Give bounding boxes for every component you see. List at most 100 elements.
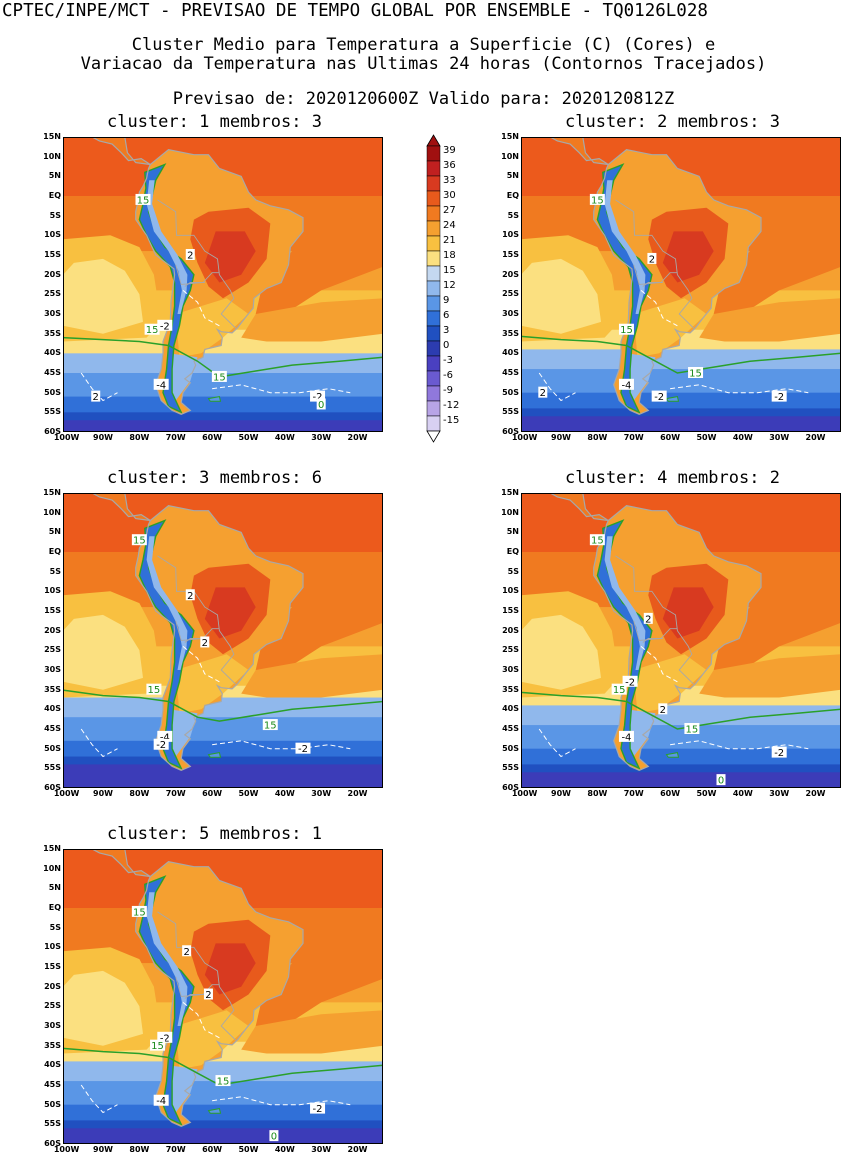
svg-text:-2: -2 [160,321,170,332]
atlantic-mid-region [699,298,841,342]
svg-text:15: 15 [591,195,604,206]
lat-tick-label: 10S [44,586,61,596]
contour-label: 15 [146,683,162,696]
lat-tick-label: 35S [502,328,519,338]
temp-band-9 [63,764,383,788]
temp-band-8 [521,408,841,417]
lat-tick-label: 15S [44,606,61,615]
lat-tick-label: 15N [501,132,519,141]
colorbar-label: 24 [443,220,456,231]
temperature-map: 15 2 -2 15 2 15 -4 -2 0 [521,493,841,788]
lat-tick-label: 30S [44,665,61,674]
contour-label: 2 [91,390,101,403]
lon-tick-label: 30W [769,433,790,442]
pacific-cool-pool [63,970,143,1046]
andes-plateau [604,536,646,670]
colorbar-label: 9 [443,295,450,306]
country-border-0 [157,911,237,1041]
lat-tick-label: 60S [44,427,61,436]
lat-tick-label: 35S [44,1040,61,1050]
lon-tick-label: 80W [587,789,608,798]
lat-tick-label: 50S [502,387,519,397]
lon-tick-label: 90W [551,433,571,442]
lon-tick-label: 50W [696,433,717,442]
svg-text:0: 0 [318,400,324,411]
lon-tick-label: 60W [660,789,681,798]
lon-tick-label: 70W [165,789,186,798]
contour-label: -4 [618,730,634,743]
temp-band-5 [63,697,383,718]
colorbar-segment [426,370,441,387]
lon-tick-label: 90W [93,1145,113,1154]
contour-label: 2 [182,945,192,958]
lat-tick-label: 15N [43,132,61,141]
temperature-map: 15 2 2 15 15 -4 -2 -2 [63,493,383,788]
svg-text:15: 15 [213,372,226,383]
svg-text:-2: -2 [625,677,635,688]
lat-tick-label: 5N [48,171,61,181]
lat-tick-label: 20S [502,269,519,279]
falkland-islands [207,396,222,402]
lat-tick-label: EQ [48,903,61,912]
central-america-coast [549,137,609,166]
pacific-cool-pool [521,614,601,690]
country-border-0 [615,199,695,329]
atlantic-warm-region [713,571,841,670]
colorbar-label: 6 [443,310,450,321]
lat-tick-label: 10N [501,151,519,161]
lat-tick-label: 5S [49,922,61,932]
svg-text:15: 15 [620,325,633,336]
lat-tick-label: 10S [502,230,519,240]
temp-change-contour-0 [538,372,576,402]
temp-band-9 [521,416,841,432]
lat-tick-label: 10N [43,151,61,161]
contour-label: -2 [771,390,787,403]
contour-label: -2 [651,390,667,403]
lat-tick-label: 45S [502,724,519,733]
svg-text:2: 2 [660,705,666,716]
colorbar-segment [426,355,441,372]
temp-band-8 [63,412,383,421]
contour-label: -2 [157,1031,173,1044]
lon-tick-label: 60W [660,433,681,442]
colorbar-segment [426,205,441,222]
panel-title: cluster: 1 membros: 3 [107,112,322,132]
lat-tick-label: 10N [43,507,61,517]
central-america-coast [91,849,151,878]
lat-tick-label: 5N [48,883,61,893]
lon-tick-label: 50W [238,789,259,798]
central-america-coast [549,493,609,522]
temp-band-7 [63,396,383,413]
contour-label: 0 [716,774,726,787]
contour-label: 15 [150,1039,166,1052]
andes-plateau [604,180,646,314]
lat-tick-label: 15N [43,844,61,853]
contour-label: -4 [153,1094,169,1107]
contour-label: 15 [131,905,147,918]
svg-text:-4: -4 [156,380,166,391]
country-border-2 [184,282,205,287]
central-america-land [550,493,609,521]
temp-band-7 [521,392,841,409]
colorbar-segment [426,385,441,402]
colorbar-label: 21 [443,235,456,246]
pacific-cool-pool [63,614,143,690]
colorbar-segment [426,190,441,207]
lon-tick-label: 40W [274,789,295,798]
central-america-land [550,137,609,165]
brazil-hot-region [662,587,714,639]
contour-15c [63,689,383,722]
central-america-land [92,849,151,877]
falkland-islands [665,752,680,758]
lon-tick-label: 80W [129,1145,150,1154]
lat-tick-label: 30S [502,309,519,318]
lon-tick-label: 50W [238,1145,259,1154]
lat-tick-label: 10N [43,863,61,873]
lon-tick-label: 80W [587,433,608,442]
coastline [593,148,762,415]
lat-tick-label: 40S [502,704,519,714]
temp-change-contour-2 [182,290,220,327]
coastline [135,860,304,1127]
svg-text:0: 0 [718,776,724,787]
brazil-hot-region [204,231,256,283]
